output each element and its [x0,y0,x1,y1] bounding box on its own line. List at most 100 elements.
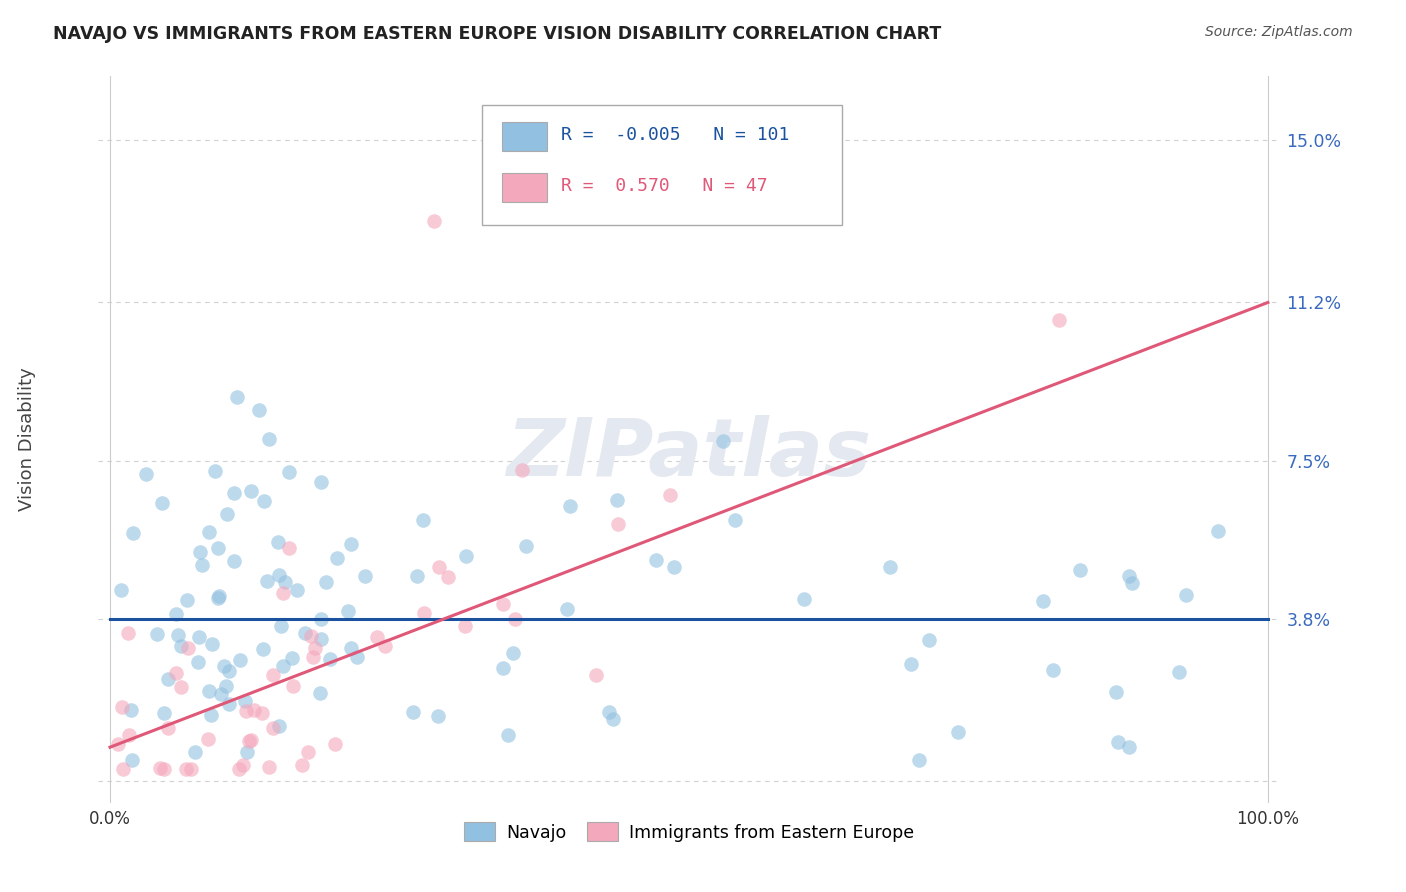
Point [515,539,537,553]
Point [247,403,270,417]
Point [423,214,446,228]
Point [492,597,515,611]
Point [267,535,290,549]
Point [257,760,280,774]
Point [153,762,176,776]
Point [366,630,388,644]
Point [309,632,332,647]
Point [218,664,240,678]
Point [325,737,347,751]
Point [208,589,231,603]
Point [598,705,620,719]
Point [252,642,274,657]
Point [436,570,458,584]
Point [271,659,294,673]
Point [197,731,219,746]
Point [946,724,969,739]
Point [236,745,259,759]
Point [602,712,624,726]
Point [222,554,245,568]
Point [117,626,139,640]
Point [269,719,291,733]
Point [156,721,179,735]
Point [1174,588,1197,602]
Point [232,757,254,772]
Point [207,541,229,555]
Point [191,558,214,573]
Point [170,639,193,653]
Point [1121,576,1143,591]
Point [228,762,250,776]
Point [242,703,264,717]
Point [149,761,172,775]
Point [1104,685,1126,699]
Point [201,637,224,651]
Point [1206,524,1229,539]
Point [215,679,238,693]
Point [645,553,668,567]
Bar [502,121,547,151]
Y-axis label: Vision Disability: Vision Disability [18,368,37,511]
Point [1042,664,1064,678]
Point [253,494,276,508]
FancyBboxPatch shape [482,105,842,225]
Point [301,629,323,643]
Point [315,574,337,589]
Point [233,694,256,708]
Point [200,708,222,723]
Point [198,524,221,539]
Point [271,586,294,600]
Point [340,640,363,655]
Point [135,467,157,481]
Point [1069,563,1091,577]
Point [240,483,263,498]
Point [274,574,297,589]
Point [118,728,141,742]
Point [1032,593,1054,607]
Point [167,628,190,642]
Point [406,569,429,583]
Text: R =  0.570   N = 47: R = 0.570 N = 47 [561,178,768,195]
Point [304,641,326,656]
Point [496,728,519,742]
Point [169,680,191,694]
Point [184,745,207,759]
Point [1107,735,1129,749]
Point [180,762,202,776]
Point [723,513,745,527]
Point [427,709,450,723]
Point [110,582,132,597]
Point [212,659,235,673]
Point [585,667,607,681]
Point [503,612,526,626]
Point [188,545,211,559]
Point [174,762,197,776]
Point [285,582,308,597]
Point [491,660,513,674]
Point [402,705,425,719]
Point [262,721,284,735]
Point [228,653,250,667]
Point [111,762,134,776]
Point [226,390,249,404]
Point [606,492,628,507]
Point [374,640,396,654]
Point [1049,312,1071,326]
Point [278,465,301,479]
Bar [502,172,547,202]
Point [917,633,939,648]
Text: R =  -0.005   N = 101: R = -0.005 N = 101 [561,127,790,145]
Point [558,499,581,513]
Point [555,601,578,615]
Point [319,652,342,666]
Point [218,697,240,711]
Point [1118,569,1140,583]
Point [145,627,167,641]
Point [879,560,901,574]
Point [309,612,332,626]
Text: NAVAJO VS IMMIGRANTS FROM EASTERN EUROPE VISION DISABILITY CORRELATION CHART: NAVAJO VS IMMIGRANTS FROM EASTERN EUROPE… [53,25,942,43]
Point [454,549,477,563]
Point [302,649,325,664]
Point [209,687,232,701]
Text: Source: ZipAtlas.com: Source: ZipAtlas.com [1205,25,1353,39]
